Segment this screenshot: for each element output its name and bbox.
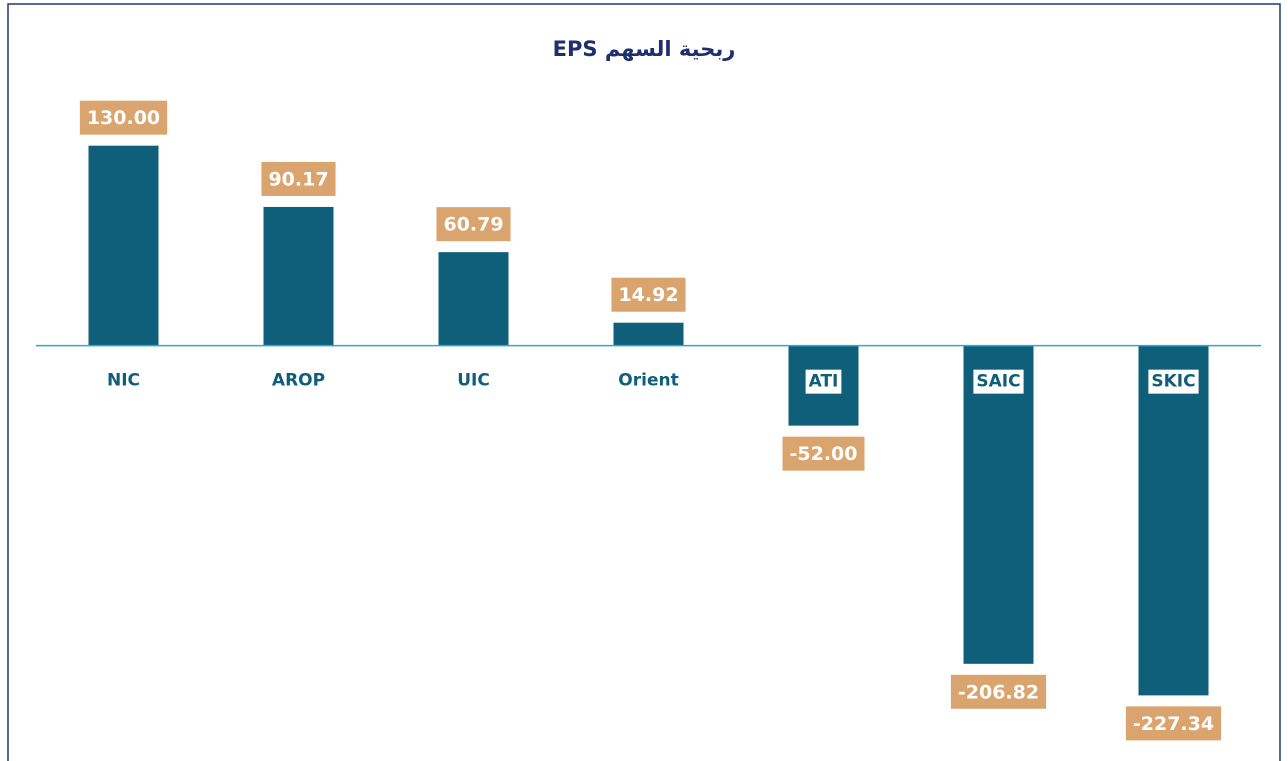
value-label-box [950, 674, 1047, 709]
bar [963, 345, 1034, 664]
value-label: -52.00 [790, 443, 858, 465]
bar [263, 206, 334, 346]
value-label: -206.82 [958, 681, 1039, 703]
bar [438, 252, 509, 346]
plot [36, 145, 1261, 696]
chart-title: ربحية السهم EPS [553, 37, 736, 61]
value-label: 60.79 [443, 214, 503, 236]
value-label-box [611, 277, 686, 312]
x-tick-label: AROP [272, 371, 325, 391]
value-label-box [79, 100, 168, 135]
value-label-box [436, 207, 511, 242]
x-tick-label: SKIC [1151, 372, 1195, 392]
chart-frame [7, 3, 1281, 761]
value-label: 14.92 [618, 284, 678, 306]
value-label: -227.34 [1133, 713, 1214, 735]
x-tick-label-box [1148, 369, 1199, 394]
value-label-box [1125, 706, 1222, 741]
x-tick-label: NIC [107, 371, 140, 391]
value-label-box [782, 436, 865, 471]
x-tick-label: UIC [457, 371, 490, 391]
overlay: 130.00 NIC 90.17 AROP 60.79 UIC 14.92 Orient -52… [79, 100, 1222, 741]
value-label: 130.00 [87, 107, 160, 129]
bar [613, 322, 684, 346]
bar [88, 145, 159, 346]
x-tick-label-box [973, 369, 1024, 394]
bar [1138, 345, 1209, 696]
x-tick-label: SAIC [976, 372, 1020, 392]
x-tick-label: Orient [618, 371, 678, 391]
value-label-box [261, 161, 336, 196]
value-label: 90.17 [268, 168, 328, 190]
x-tick-label: ATI [809, 372, 839, 392]
x-tick-label-box [805, 369, 842, 394]
